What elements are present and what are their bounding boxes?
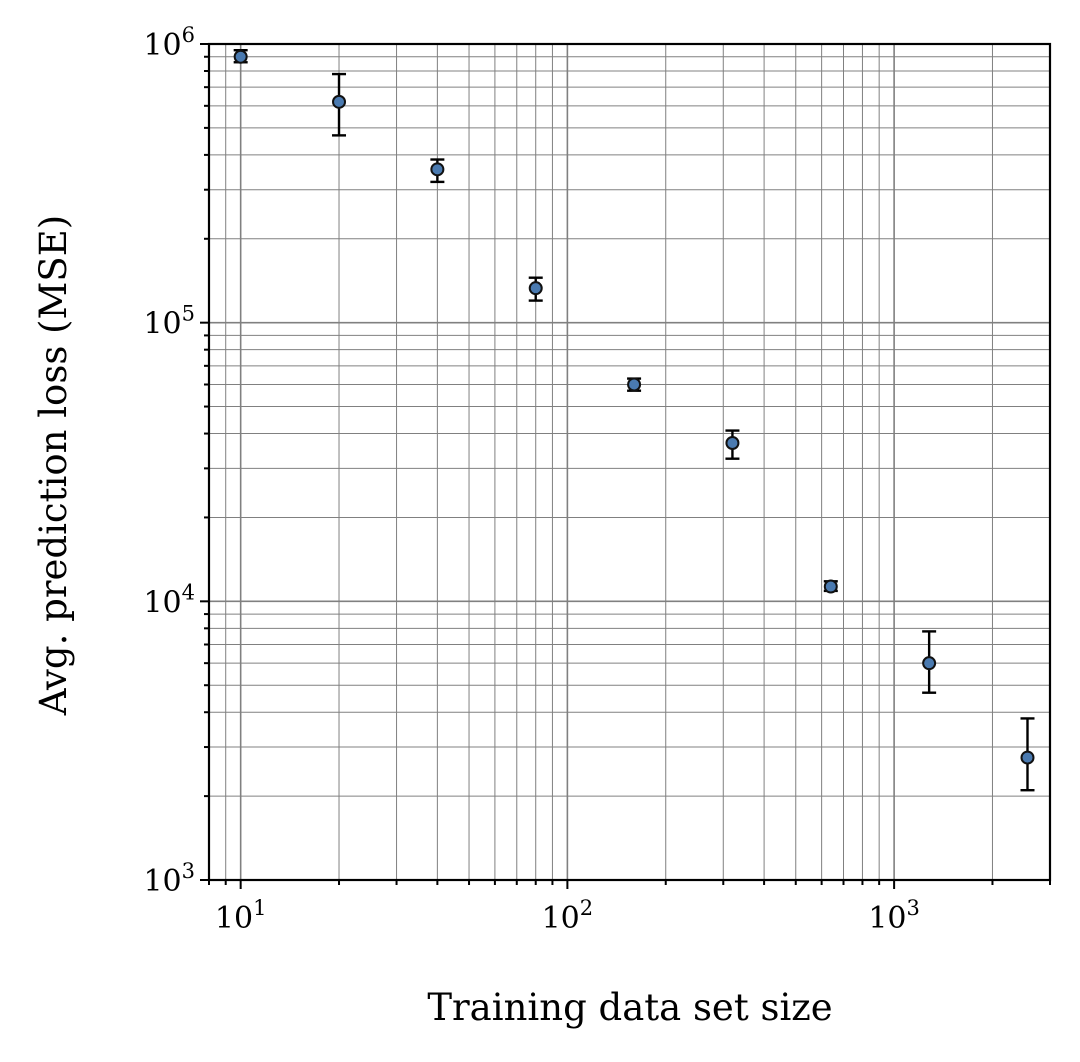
y-tick-label: 105 xyxy=(143,302,195,342)
x-tick-label: 103 xyxy=(868,896,920,936)
y-tick-labels: 103 104 105 106 xyxy=(143,23,195,899)
y-tick-label: 104 xyxy=(143,580,195,620)
data-point xyxy=(823,579,838,594)
y-tick-label: 106 xyxy=(143,23,195,63)
axis-ticks xyxy=(200,43,1051,889)
data-point xyxy=(1020,750,1035,765)
y-axis-label: Avg. prediction loss (MSE) xyxy=(32,215,75,716)
data-point xyxy=(430,162,445,177)
x-tick-labels: 101 102 103 xyxy=(215,896,920,936)
error-bars xyxy=(233,49,1035,792)
plot-frame xyxy=(207,42,1052,882)
x-tick-label: 101 xyxy=(215,896,267,936)
grid-lines xyxy=(208,43,1051,881)
data-points xyxy=(233,49,1035,765)
data-point xyxy=(528,281,543,296)
data-point xyxy=(725,435,740,450)
y-tick-label: 103 xyxy=(143,859,195,899)
x-tick-label: 102 xyxy=(542,896,594,936)
data-point xyxy=(233,49,248,64)
data-point xyxy=(627,377,642,392)
data-point xyxy=(332,94,347,109)
data-point xyxy=(922,656,937,671)
x-axis-label: Training data set size xyxy=(427,986,832,1029)
